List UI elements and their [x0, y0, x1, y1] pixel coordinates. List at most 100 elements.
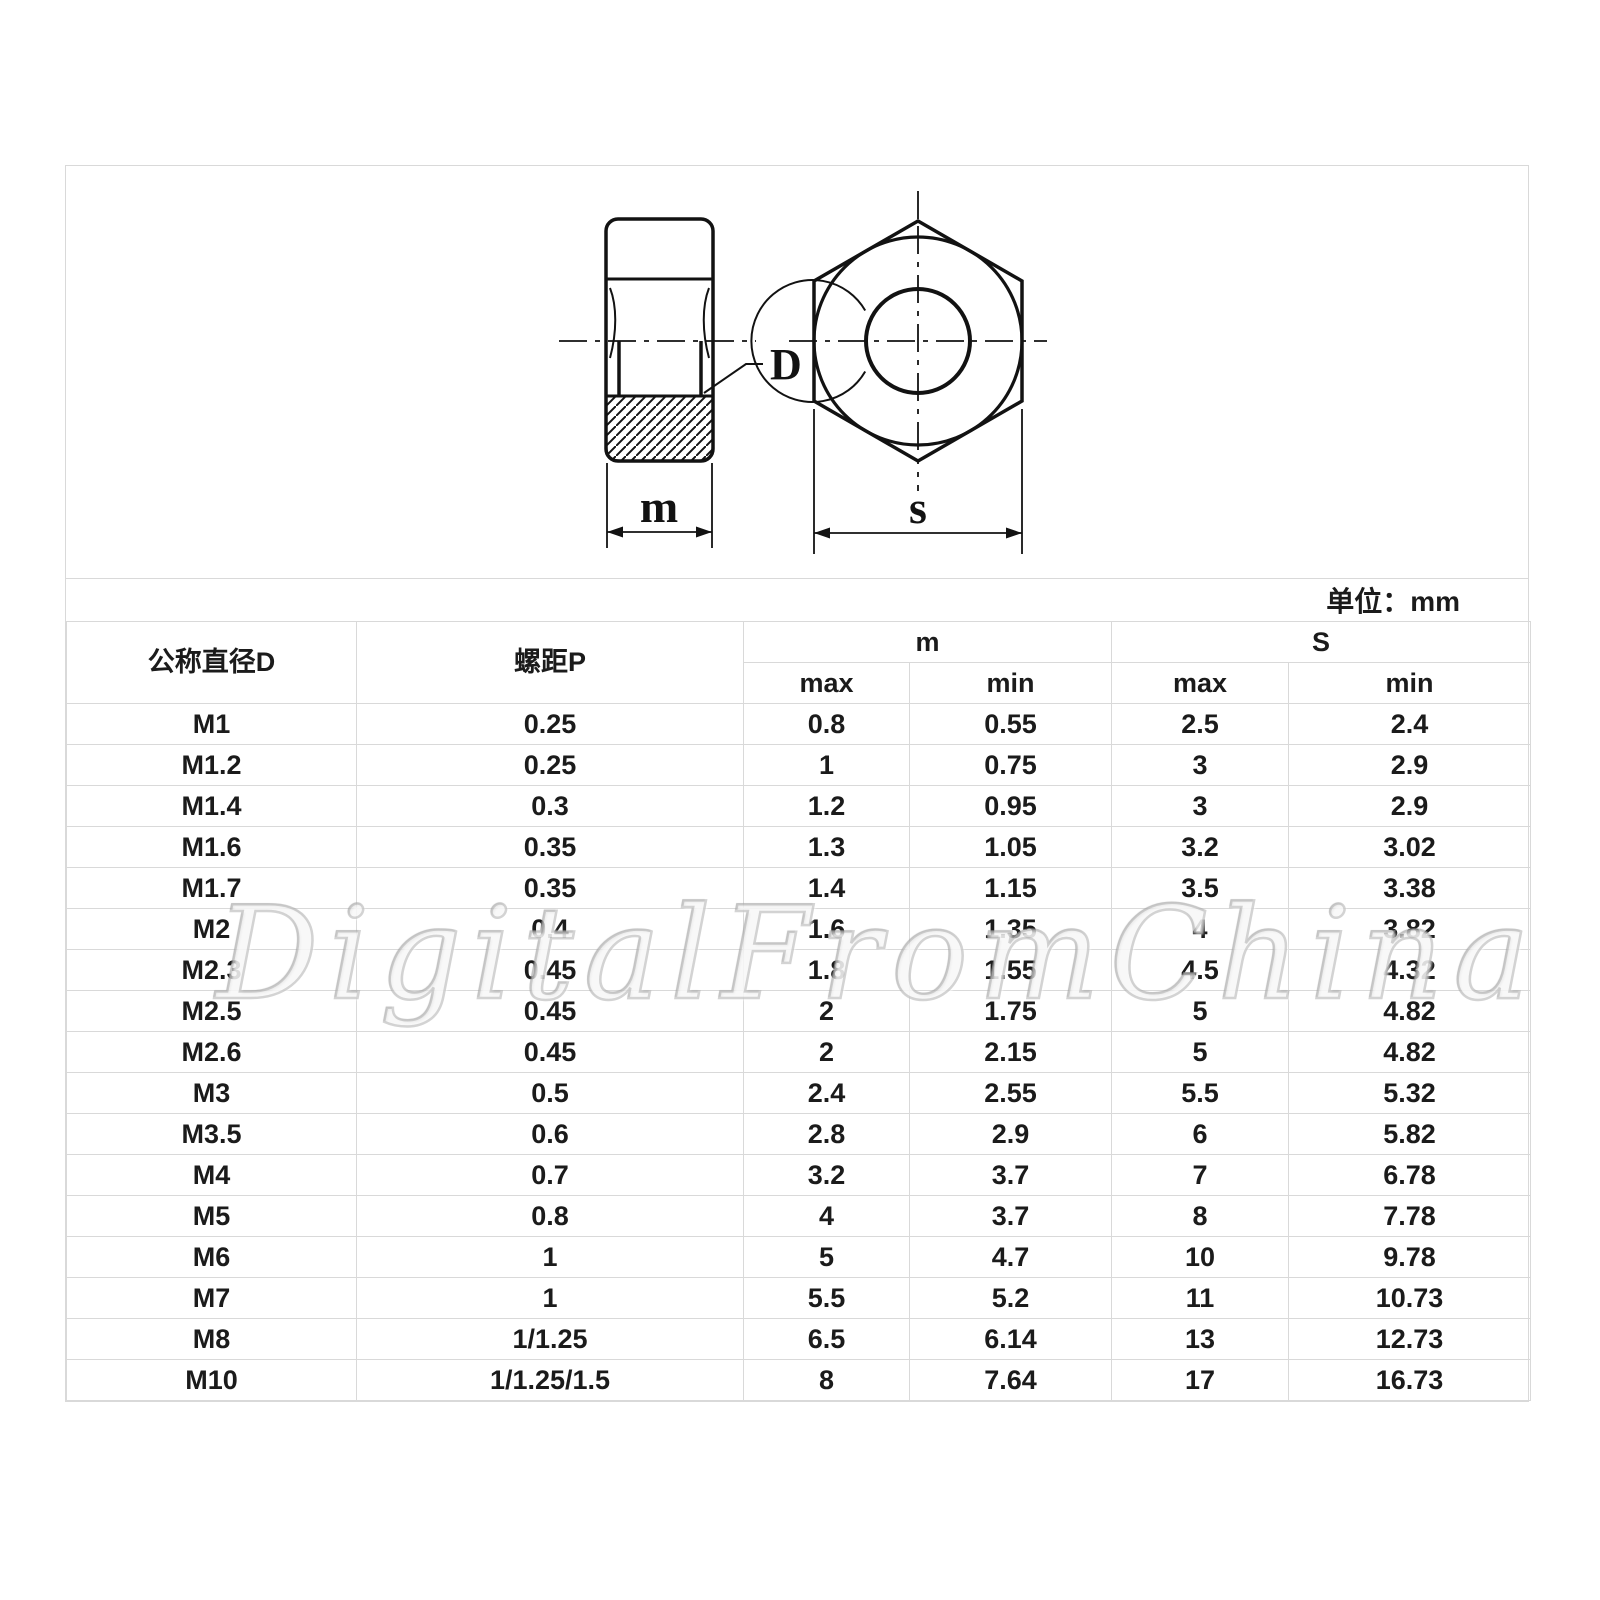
s-arrow-right [1006, 527, 1022, 539]
table-cell: 4 [743, 1195, 910, 1237]
table-cell: 3.5 [1111, 867, 1290, 909]
thread-circle-arc [750, 279, 867, 403]
table-cell: 5 [1111, 1031, 1290, 1073]
table-cell: 1.4 [743, 867, 910, 909]
table-cell: 0.45 [356, 990, 744, 1032]
col-header-pitch: 螺距P [356, 621, 744, 704]
table-row: M3.5 0.6 2.8 2.9 6 5.82 [66, 1113, 1532, 1155]
chamfer-arc-left [609, 287, 617, 359]
table-cell: 9.78 [1288, 1236, 1532, 1278]
table-cell: M3 [66, 1072, 357, 1114]
table-cell: 10.73 [1288, 1277, 1532, 1319]
table-cell: 6.5 [743, 1318, 910, 1360]
table-cell: 11 [1111, 1277, 1290, 1319]
table-cell: 0.45 [356, 1031, 744, 1073]
table-cell: 7.78 [1288, 1195, 1532, 1237]
table-cell: 6.14 [908, 1318, 1113, 1360]
table-cell: 1.2 [743, 785, 910, 827]
table-cell: M1 [66, 703, 357, 745]
table-row: M1.7 0.35 1.4 1.15 3.5 3.38 [66, 867, 1532, 909]
width-across-flats-label: s [909, 482, 927, 533]
table-cell: 5.32 [1288, 1072, 1532, 1114]
col-header-m-min: min [908, 662, 1113, 704]
table-cell: 4.5 [1111, 949, 1290, 991]
table-cell: 3.38 [1288, 867, 1532, 909]
table-cell: M3.5 [66, 1113, 357, 1155]
table-cell: 2.55 [908, 1072, 1113, 1114]
m-arrow-left [607, 526, 623, 538]
table-cell: 0.95 [908, 785, 1113, 827]
table-cell: 8 [743, 1359, 910, 1401]
table-cell: 3.7 [908, 1195, 1113, 1237]
table-cell: 3.2 [1111, 826, 1290, 868]
table-cell: 2.9 [908, 1113, 1113, 1155]
table-cell: 2.4 [1288, 703, 1532, 745]
table-cell: 0.25 [356, 744, 744, 786]
table-cell: M1.2 [66, 744, 357, 786]
col-header-s-max: max [1111, 662, 1290, 704]
table-cell: 10 [1111, 1236, 1290, 1278]
hatch-section [604, 394, 715, 463]
table-cell: 1.75 [908, 990, 1113, 1032]
table-cell: 0.6 [356, 1113, 744, 1155]
table-cell: 1.8 [743, 949, 910, 991]
table-row: M3 0.5 2.4 2.55 5.5 5.32 [66, 1072, 1532, 1114]
table-row: M10 1/1.25/1.5 8 7.64 17 16.73 [66, 1359, 1532, 1401]
col-header-diameter: 公称直径D [66, 621, 357, 704]
spec-table: 公称直径D 螺距P m S max min max min M1 0.25 0.8 0… [66, 621, 1532, 1401]
table-cell: 6 [1111, 1113, 1290, 1155]
table-cell: 2.8 [743, 1113, 910, 1155]
table-cell: M2.5 [66, 990, 357, 1032]
table-cell: 7.64 [908, 1359, 1113, 1401]
bore-leader-line [703, 363, 763, 394]
table-cell: 1 [356, 1277, 744, 1319]
table-cell: 2.15 [908, 1031, 1113, 1073]
table-cell: 4.32 [1288, 949, 1532, 991]
table-row: M8 1/1.25 6.5 6.14 13 12.73 [66, 1318, 1532, 1360]
spec-table-header: 公称直径D 螺距P m S max min max min [66, 621, 1532, 704]
table-cell: 0.75 [908, 744, 1113, 786]
chamfer-arc-right [702, 287, 710, 359]
table-cell: 0.25 [356, 703, 744, 745]
table-cell: 17 [1111, 1359, 1290, 1401]
table-row: M1.4 0.3 1.2 0.95 3 2.9 [66, 785, 1532, 827]
table-cell: 0.5 [356, 1072, 744, 1114]
table-cell: 3.02 [1288, 826, 1532, 868]
table-cell: 2.9 [1288, 785, 1532, 827]
spec-table-body: M1 0.25 0.8 0.55 2.5 2.4 M1.2 0.25 1 0.75 3 2.9 M1.4… [66, 703, 1532, 1401]
table-cell: M6 [66, 1236, 357, 1278]
table-cell: 0.55 [908, 703, 1113, 745]
table-row: M1 0.25 0.8 0.55 2.5 2.4 [66, 703, 1532, 745]
table-cell: 6.78 [1288, 1154, 1532, 1196]
table-cell: 4.82 [1288, 1031, 1532, 1073]
table-cell: 7 [1111, 1154, 1290, 1196]
m-arrow-right [696, 526, 712, 538]
table-row: M2.3 0.45 1.8 1.55 4.5 4.32 [66, 949, 1532, 991]
table-cell: 4.82 [1288, 990, 1532, 1032]
table-cell: M1.6 [66, 826, 357, 868]
table-cell: M7 [66, 1277, 357, 1319]
spec-sheet: D m [65, 165, 1532, 1402]
table-row: M5 0.8 4 3.7 8 7.78 [66, 1195, 1532, 1237]
table-row: M6 1 5 4.7 10 9.78 [66, 1236, 1532, 1278]
table-cell: 5.5 [743, 1277, 910, 1319]
table-cell: M8 [66, 1318, 357, 1360]
table-cell: 0.8 [743, 703, 910, 745]
table-cell: 1.35 [908, 908, 1113, 950]
table-cell: 3.2 [743, 1154, 910, 1196]
table-cell: 2 [743, 1031, 910, 1073]
table-cell: 5.82 [1288, 1113, 1532, 1155]
table-cell: M1.7 [66, 867, 357, 909]
table-cell: 1 [743, 744, 910, 786]
table-row: M7 1 5.5 5.2 11 10.73 [66, 1277, 1532, 1319]
table-cell: 0.8 [356, 1195, 744, 1237]
table-cell: 0.45 [356, 949, 744, 991]
table-cell: 0.35 [356, 867, 744, 909]
table-cell: 0.4 [356, 908, 744, 950]
table-cell: 5 [1111, 990, 1290, 1032]
table-cell: 1.55 [908, 949, 1113, 991]
table-cell: 5 [743, 1236, 910, 1278]
col-header-s-min: min [1288, 662, 1532, 704]
table-cell: 8 [1111, 1195, 1290, 1237]
table-cell: 2.4 [743, 1072, 910, 1114]
